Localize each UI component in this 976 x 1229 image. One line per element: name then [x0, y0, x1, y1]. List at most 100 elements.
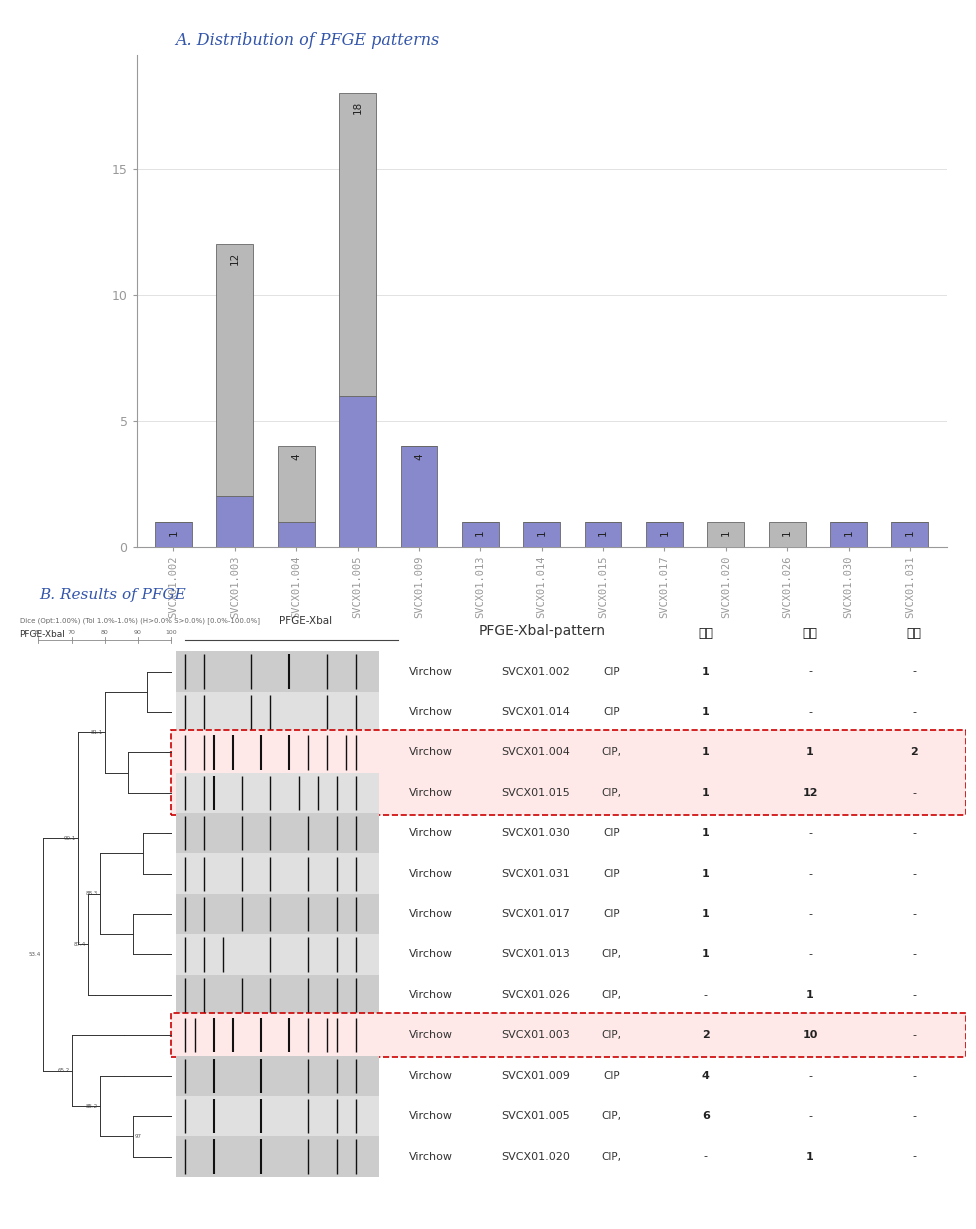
- Text: 53.4: 53.4: [29, 952, 41, 957]
- Text: PFGE-Xbal: PFGE-Xbal: [279, 616, 333, 626]
- Text: CIP,: CIP,: [601, 950, 621, 960]
- Text: 81.1: 81.1: [91, 730, 102, 735]
- Text: -: -: [808, 1070, 812, 1080]
- Text: PFGE-Xbal: PFGE-Xbal: [20, 630, 65, 639]
- Text: CIP,: CIP,: [601, 788, 621, 798]
- Text: 1: 1: [702, 788, 710, 798]
- Text: -: -: [913, 869, 916, 879]
- Text: 1: 1: [702, 707, 710, 717]
- Text: CIP: CIP: [603, 909, 620, 919]
- Text: 1: 1: [806, 989, 814, 1000]
- Text: SVCX01.020: SVCX01.020: [501, 1152, 570, 1161]
- Text: B. Results of PFGE: B. Results of PFGE: [39, 587, 185, 601]
- Bar: [176, 773, 380, 814]
- Text: 1: 1: [782, 530, 793, 536]
- Text: CIP: CIP: [603, 666, 620, 677]
- Text: -: -: [913, 788, 916, 798]
- Text: 1: 1: [598, 530, 608, 536]
- Text: -: -: [808, 1111, 812, 1121]
- Text: Virchow: Virchow: [409, 989, 453, 1000]
- Text: Virchow: Virchow: [409, 788, 453, 798]
- Text: SVCX01.014: SVCX01.014: [501, 707, 570, 717]
- Text: SVCX01.030: SVCX01.030: [501, 828, 570, 838]
- Bar: [831, 521, 867, 547]
- Text: -: -: [808, 869, 812, 879]
- Text: -: -: [808, 666, 812, 677]
- Text: -: -: [808, 707, 812, 717]
- Bar: [340, 93, 376, 396]
- Bar: [340, 396, 376, 547]
- Text: SVCX01.026: SVCX01.026: [501, 989, 570, 1000]
- Bar: [176, 1096, 380, 1137]
- Text: CIP,: CIP,: [601, 1111, 621, 1121]
- Text: CIP,: CIP,: [601, 1152, 621, 1161]
- Text: 2: 2: [911, 747, 918, 757]
- Bar: [176, 893, 380, 934]
- Text: 1: 1: [843, 530, 854, 536]
- Bar: [176, 1056, 380, 1096]
- Text: 100: 100: [165, 630, 177, 635]
- Text: 1: 1: [702, 666, 710, 677]
- Text: CIP,: CIP,: [601, 1030, 621, 1040]
- Text: 1: 1: [905, 530, 915, 536]
- FancyBboxPatch shape: [171, 1013, 966, 1057]
- Bar: [769, 521, 805, 547]
- Text: SVCX01.005: SVCX01.005: [501, 1111, 570, 1121]
- Text: -: -: [913, 1030, 916, 1040]
- Bar: [176, 1137, 380, 1177]
- Text: 1: 1: [702, 828, 710, 838]
- Text: 70: 70: [67, 630, 75, 635]
- Text: 10: 10: [802, 1030, 818, 1040]
- Bar: [176, 692, 380, 732]
- Text: SVCX01.009: SVCX01.009: [501, 1070, 570, 1080]
- Bar: [708, 521, 744, 547]
- Text: -: -: [808, 828, 812, 838]
- Text: 1: 1: [169, 530, 179, 536]
- Text: 1: 1: [806, 747, 814, 757]
- Text: Virchow: Virchow: [409, 1152, 453, 1161]
- Text: -: -: [913, 828, 916, 838]
- Text: SVCX01.002: SVCX01.002: [501, 666, 570, 677]
- Text: -: -: [704, 1152, 708, 1161]
- Text: 88.3: 88.3: [86, 891, 99, 896]
- Text: Virchow: Virchow: [409, 869, 453, 879]
- Text: 87.4: 87.4: [73, 941, 86, 946]
- Text: SVCX01.004: SVCX01.004: [501, 747, 570, 757]
- Bar: [585, 521, 622, 547]
- Text: Virchow: Virchow: [409, 950, 453, 960]
- Text: A. Distribution of PFGE patterns: A. Distribution of PFGE patterns: [176, 32, 440, 49]
- Bar: [176, 814, 380, 853]
- Text: 4: 4: [414, 454, 424, 460]
- Text: SVCX01.031: SVCX01.031: [501, 869, 570, 879]
- Bar: [176, 934, 380, 975]
- Text: 1: 1: [702, 909, 710, 919]
- Text: SVCX01.017: SVCX01.017: [501, 909, 570, 919]
- Text: Virchow: Virchow: [409, 909, 453, 919]
- Bar: [646, 521, 683, 547]
- Text: 1: 1: [702, 869, 710, 879]
- Text: -: -: [808, 909, 812, 919]
- Text: -: -: [913, 1152, 916, 1161]
- Text: Virchow: Virchow: [409, 666, 453, 677]
- Text: -: -: [704, 989, 708, 1000]
- Bar: [155, 521, 192, 547]
- Text: 가축: 가축: [907, 627, 921, 640]
- Bar: [176, 732, 380, 773]
- Text: 90.1: 90.1: [64, 836, 76, 841]
- Text: 2: 2: [702, 1030, 710, 1040]
- Text: -: -: [913, 989, 916, 1000]
- Text: Virchow: Virchow: [409, 828, 453, 838]
- Text: 97: 97: [135, 1134, 142, 1139]
- Text: 1: 1: [702, 950, 710, 960]
- Text: 1: 1: [537, 530, 547, 536]
- Text: SVCX01.013: SVCX01.013: [501, 950, 570, 960]
- Bar: [278, 446, 314, 521]
- Text: CIP,: CIP,: [601, 989, 621, 1000]
- Text: 4: 4: [291, 454, 302, 460]
- Bar: [462, 521, 499, 547]
- Text: 80: 80: [101, 630, 108, 635]
- Text: 식품: 식품: [802, 627, 818, 640]
- Bar: [523, 521, 560, 547]
- Bar: [400, 446, 437, 547]
- Text: 18: 18: [352, 101, 362, 114]
